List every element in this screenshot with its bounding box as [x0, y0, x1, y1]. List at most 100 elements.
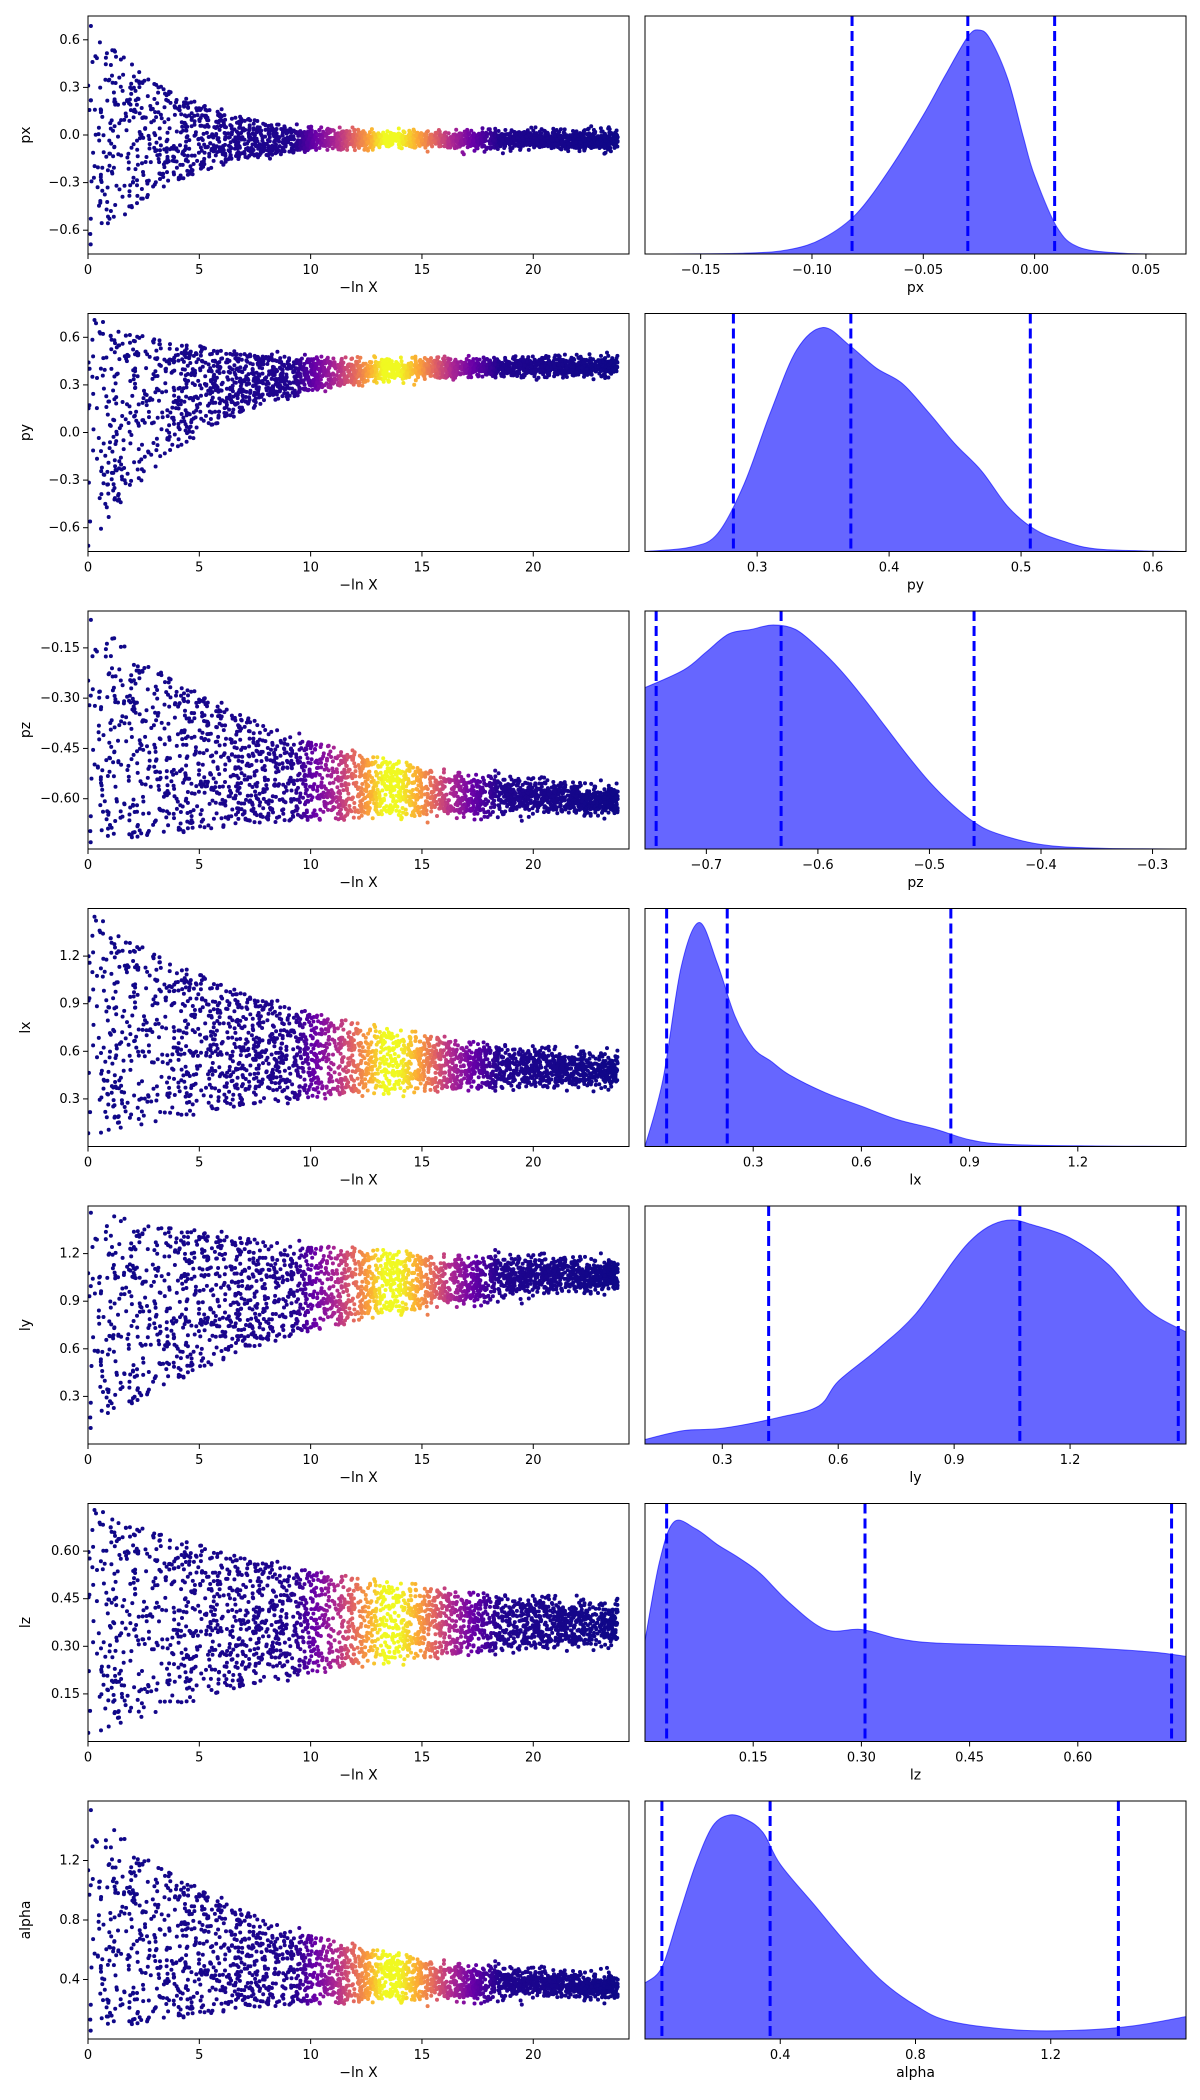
trace-point — [599, 134, 603, 138]
trace-point — [129, 433, 134, 437]
trace-point — [488, 141, 492, 146]
trace-point — [347, 135, 352, 140]
trace-point — [266, 355, 271, 360]
trace-point — [586, 126, 591, 131]
trace-point — [166, 98, 170, 103]
trace-point — [144, 366, 149, 371]
trace-point — [228, 413, 233, 418]
trace-point — [209, 368, 214, 373]
trace-point — [187, 138, 192, 143]
trace-point — [135, 183, 139, 188]
trace-point — [264, 153, 269, 157]
trace-point — [226, 131, 231, 136]
trace-point — [131, 347, 136, 352]
trace-point — [236, 150, 241, 155]
trace-point — [132, 460, 137, 465]
trace-point — [144, 403, 149, 408]
trace-point — [582, 138, 587, 143]
trace-point — [257, 153, 262, 157]
trace-point — [108, 126, 113, 131]
trace-point — [258, 401, 263, 406]
trace-point — [246, 117, 250, 122]
trace-point — [108, 209, 113, 213]
trace-point — [284, 131, 289, 136]
trace-point — [121, 72, 126, 77]
trace-point — [184, 439, 189, 444]
trace-point — [154, 357, 159, 362]
trace-point — [188, 424, 193, 429]
trace-point — [211, 385, 216, 390]
trace-point — [112, 496, 117, 501]
posterior-xtick-label: −0.10 — [792, 263, 832, 278]
trace-point — [211, 381, 215, 386]
trace-point — [266, 123, 271, 128]
trace-point — [139, 196, 144, 201]
trace-point — [106, 214, 110, 219]
trace-point — [153, 180, 158, 185]
trace-point — [88, 24, 93, 28]
trace-point — [552, 129, 557, 134]
trace-point — [508, 131, 513, 136]
trace-point — [397, 144, 402, 149]
trace-point — [302, 352, 307, 357]
trace-point — [298, 140, 303, 145]
trace-point — [238, 125, 243, 130]
trace-point — [206, 362, 211, 367]
trace-point — [155, 153, 160, 158]
trace-point — [603, 138, 608, 143]
trace-point — [282, 382, 287, 387]
trace-point — [202, 113, 207, 118]
trace-point — [112, 458, 117, 463]
trace-point — [277, 144, 282, 149]
trace-point — [231, 138, 236, 143]
trace-point — [160, 415, 165, 420]
trace-point — [223, 142, 227, 147]
trace-point — [176, 106, 181, 111]
trace-point — [159, 427, 164, 432]
trace-point — [356, 136, 361, 141]
trace-point — [266, 138, 270, 143]
trace-point — [317, 370, 322, 375]
trace-point — [485, 145, 490, 150]
trace-point — [397, 132, 402, 136]
trace-point — [239, 131, 244, 135]
trace-point — [198, 383, 202, 388]
trace-point — [105, 200, 110, 204]
trace-point — [515, 141, 520, 146]
trace-point — [584, 132, 589, 137]
trace-point — [97, 496, 102, 501]
trace-point — [582, 374, 586, 379]
trace-point — [309, 124, 314, 129]
trace-point — [119, 423, 124, 428]
trace-point — [196, 150, 201, 155]
trace-point — [163, 91, 167, 96]
trace-point — [309, 363, 314, 368]
trace-point — [502, 146, 507, 150]
trace-point — [179, 112, 184, 117]
trace-point — [133, 167, 138, 172]
trace-point — [151, 372, 156, 377]
trace-point — [248, 388, 253, 393]
trace-point — [508, 139, 513, 144]
trace-point — [352, 128, 357, 133]
trace-point — [104, 51, 109, 56]
trace-point — [285, 128, 290, 133]
trace-point — [302, 150, 307, 154]
trace-point — [99, 469, 104, 474]
trace-point — [105, 221, 110, 226]
trace-point — [114, 468, 119, 473]
trace-point — [188, 352, 193, 357]
trace-point — [562, 127, 567, 132]
trace-point — [352, 370, 356, 375]
trace-point — [129, 205, 134, 210]
trace-point — [602, 134, 607, 139]
trace-point — [314, 355, 319, 360]
trace-point — [192, 395, 197, 400]
trace-point — [112, 350, 117, 355]
trace-point — [390, 136, 395, 141]
trace-point — [95, 376, 99, 380]
trace-point — [217, 146, 222, 151]
trace-point — [313, 129, 318, 134]
trace-point — [167, 346, 172, 351]
trace-point — [88, 98, 93, 103]
